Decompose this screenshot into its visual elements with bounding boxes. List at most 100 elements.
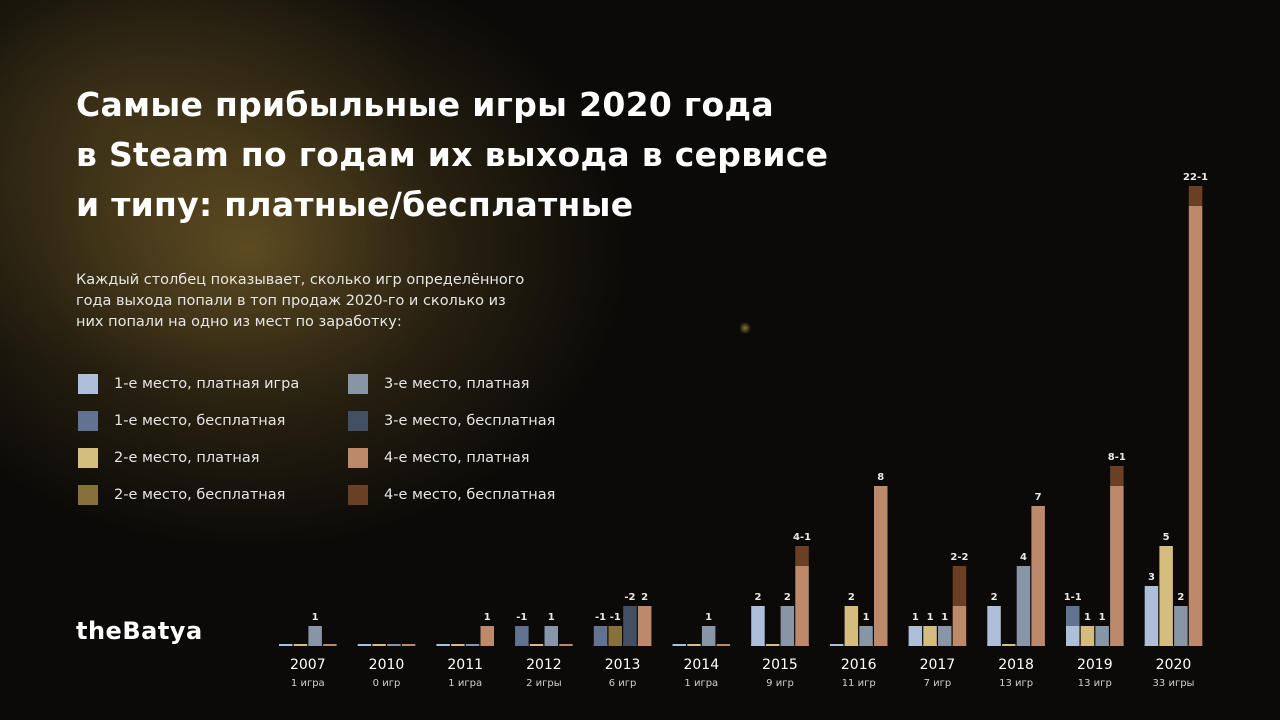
bar-paid — [923, 626, 937, 646]
x-sub-label: 2 игры — [526, 678, 562, 689]
bar-paid — [908, 626, 923, 646]
bar-data-label: 2 — [1177, 592, 1184, 603]
bar-baseline — [765, 644, 780, 646]
bar-free — [623, 606, 637, 646]
legend-label: 4-е место, бесплатная — [384, 487, 556, 503]
bar-free — [795, 546, 809, 566]
legend-label: 3-е место, платная — [384, 376, 530, 392]
bar-data-label: -1 — [595, 612, 606, 623]
bar-baseline — [372, 644, 386, 646]
x-sub-label: 9 игр — [766, 678, 794, 689]
x-sub-label: 13 игр — [999, 678, 1033, 689]
x-sub-label: 1 игра — [684, 678, 718, 689]
bar-baseline — [401, 644, 416, 646]
bar-paid — [1031, 506, 1045, 646]
legend-item-place1-paid: 1-е место, платная игра — [78, 374, 299, 394]
x-tick-label: 2014 — [683, 657, 719, 673]
bar-paid — [544, 626, 558, 646]
bar-free — [1188, 186, 1203, 206]
bar-data-label: 7 — [1035, 492, 1042, 503]
bar-free — [1110, 466, 1124, 486]
bar-data-label: 22-1 — [1183, 172, 1208, 183]
legend-label: 3-е место, бесплатная — [384, 413, 556, 429]
bar-data-label: 2 — [754, 592, 761, 603]
bar-paid — [701, 626, 716, 646]
x-tick-label: 2010 — [369, 657, 405, 673]
bar-paid — [1095, 626, 1109, 646]
bar-paid — [751, 606, 765, 646]
x-tick-label: 2013 — [605, 657, 641, 673]
x-tick-label: 2016 — [841, 657, 877, 673]
bar-paid — [1159, 546, 1173, 646]
title-line-3: и типу: платные/бесплатные — [76, 185, 634, 224]
bar-baseline — [279, 644, 293, 646]
bar-baseline — [293, 644, 308, 646]
bar-baseline — [465, 644, 480, 646]
bar-baseline — [687, 644, 701, 646]
bar-baseline — [387, 644, 401, 646]
legend-item-place2-free: 2-е место, бесплатная — [78, 485, 285, 505]
legend-swatch — [78, 448, 98, 468]
bar-paid — [1188, 206, 1203, 646]
bar-data-label: 3 — [1148, 572, 1155, 583]
bar-baseline — [529, 644, 544, 646]
bar-data-label: 8 — [877, 472, 884, 483]
bar-paid — [480, 626, 494, 646]
bar-data-label: 1 — [1084, 612, 1091, 623]
bar-paid — [874, 486, 888, 646]
legend-item-place2-paid: 2-е место, платная — [78, 448, 260, 468]
legend-swatch — [78, 374, 98, 394]
bar-paid — [780, 606, 795, 646]
legend-swatch — [348, 448, 368, 468]
x-tick-label: 2012 — [526, 657, 562, 673]
x-sub-label: 33 игры — [1153, 678, 1195, 689]
bar-free — [608, 626, 622, 646]
bar-data-label: 8-1 — [1108, 452, 1126, 463]
chart-title: Самые прибыльные игры 2020 года в Steam … — [76, 80, 876, 230]
x-sub-label: 1 игра — [448, 678, 482, 689]
x-sub-label: 11 игр — [842, 678, 876, 689]
bar-paid — [952, 606, 967, 646]
legend-item-place1-free: 1-е место, бесплатная — [78, 411, 285, 431]
bar-data-label: -1 — [516, 612, 527, 623]
legend-item-place4-paid: 4-е место, платная — [348, 448, 530, 468]
legend-label: 1-е место, бесплатная — [114, 413, 286, 429]
legend-item-place3-free: 3-е место, бесплатная — [348, 411, 555, 431]
bar-paid — [1144, 586, 1159, 646]
legend-label: 2-е место, платная — [114, 450, 260, 466]
legend-item-place3-paid: 3-е место, платная — [348, 374, 530, 394]
bar-data-label: 2-2 — [950, 552, 968, 563]
bar-data-label: 1 — [863, 612, 870, 623]
description-line-1: Каждый столбец показывает, сколько игр о… — [76, 272, 525, 288]
bar-data-label: 1 — [912, 612, 919, 623]
bar-data-label: 2 — [848, 592, 855, 603]
x-sub-label: 6 игр — [609, 678, 637, 689]
bar-baseline — [559, 644, 573, 646]
x-sub-label: 7 игр — [924, 678, 952, 689]
bar-baseline — [451, 644, 465, 646]
bar-data-label: 2 — [641, 592, 648, 603]
legend-label: 1-е место, платная игра — [114, 376, 300, 392]
bar-data-label: 1 — [1099, 612, 1106, 623]
bar-data-label: 4-1 — [793, 532, 811, 543]
bar-data-label: 1 — [484, 612, 491, 623]
x-sub-label: 0 игр — [373, 678, 401, 689]
bar-data-label: 1 — [927, 612, 934, 623]
legend-swatch — [348, 374, 368, 394]
x-tick-label: 2017 — [920, 657, 956, 673]
bar-free — [952, 566, 967, 606]
bar-baseline — [357, 644, 372, 646]
legend-swatch — [78, 411, 98, 431]
bar-data-label: 1 — [941, 612, 948, 623]
bar-paid — [637, 606, 652, 646]
legend-swatch — [78, 485, 98, 505]
bar-paid — [987, 606, 1001, 646]
bar-paid — [308, 626, 322, 646]
bar-data-label: 2 — [784, 592, 791, 603]
chart-description: Каждый столбец показывает, сколько игр о… — [76, 270, 596, 333]
bar-free — [1066, 606, 1080, 626]
bar-baseline — [436, 644, 450, 646]
bar-paid — [859, 626, 873, 646]
x-tick-label: 2018 — [998, 657, 1034, 673]
